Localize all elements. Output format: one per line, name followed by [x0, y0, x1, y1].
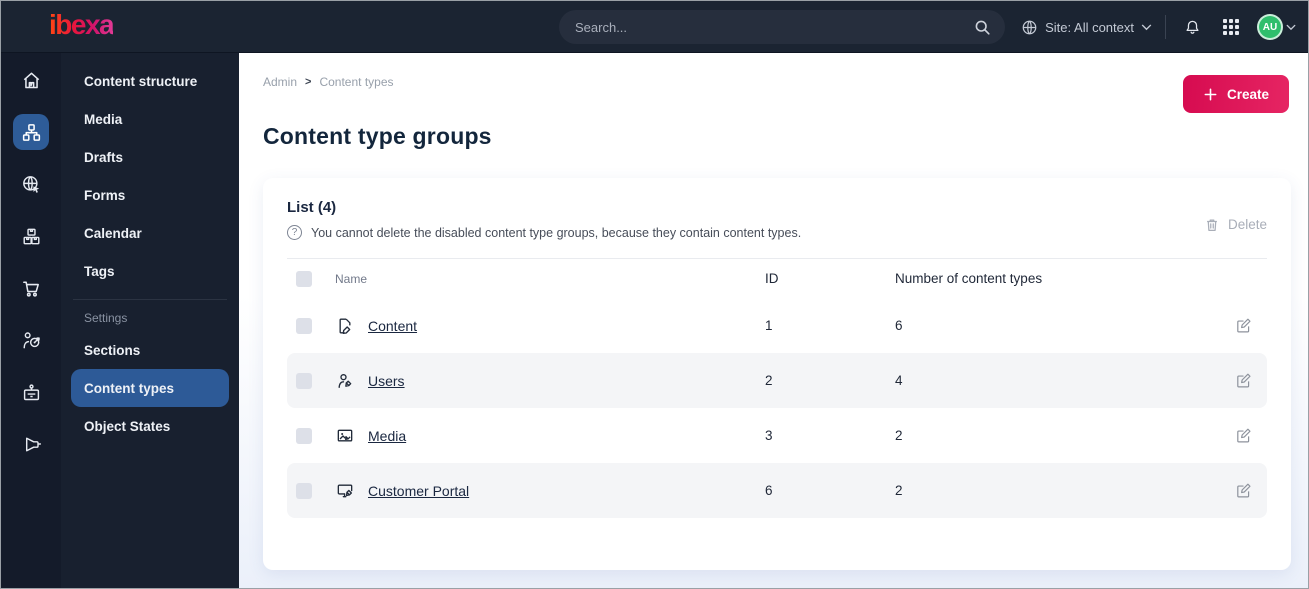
- table-row: Users 2 4: [287, 353, 1267, 408]
- sidebar-item-drafts[interactable]: Drafts: [84, 149, 124, 165]
- chevron-down-icon: [1141, 24, 1152, 31]
- sidebar-item-media[interactable]: Media: [84, 111, 123, 127]
- content-structure-icon[interactable]: [13, 114, 49, 150]
- marketing-icon[interactable]: [13, 426, 49, 462]
- home-icon[interactable]: [13, 62, 49, 98]
- user-menu[interactable]: AU: [1257, 14, 1296, 40]
- site-context-selector[interactable]: Site: All context: [1021, 19, 1152, 36]
- breadcrumb-content-types: Content types: [319, 75, 394, 89]
- search-input[interactable]: [575, 19, 974, 35]
- site-icon[interactable]: [13, 166, 49, 202]
- monitor-edit-icon: [337, 484, 353, 497]
- table-header: Name ID Number of content types: [287, 258, 1267, 298]
- app-grid-icon[interactable]: [1218, 14, 1244, 40]
- top-bar: ibexa Site: All context: [1, 1, 1308, 53]
- commerce-cart-icon[interactable]: [13, 270, 49, 306]
- trash-icon: [1207, 218, 1217, 231]
- help-text: You cannot delete the disabled content t…: [311, 225, 802, 240]
- column-id: ID: [765, 271, 779, 286]
- sidebar-item-sections[interactable]: Sections: [84, 342, 141, 358]
- select-all-checkbox[interactable]: [296, 270, 312, 287]
- row-checkbox[interactable]: [296, 372, 312, 389]
- user-edit-icon: [338, 373, 352, 388]
- image-edit-icon: [337, 429, 353, 442]
- group-link[interactable]: Media: [368, 427, 407, 444]
- table-row: Content 1 6: [287, 298, 1267, 353]
- breadcrumb-separator: >: [305, 76, 312, 88]
- group-link[interactable]: Users: [368, 372, 405, 389]
- sidebar-item-tags[interactable]: Tags: [84, 263, 115, 279]
- group-count: 6: [895, 318, 903, 333]
- plus-icon: [1204, 88, 1217, 100]
- table-row: Media 3 2: [287, 408, 1267, 463]
- sidebar-item-calendar[interactable]: Calendar: [84, 225, 142, 241]
- content-type-groups-table: Name ID Number of content types Content …: [287, 258, 1267, 518]
- group-count: 4: [895, 373, 903, 388]
- topbar-right-group: Site: All context AU: [1021, 1, 1296, 53]
- list-title: List (4): [287, 199, 337, 216]
- breadcrumb-admin[interactable]: Admin: [263, 75, 298, 89]
- file-edit-icon: [339, 318, 351, 334]
- create-button[interactable]: Create: [1182, 75, 1289, 113]
- products-icon[interactable]: [13, 218, 49, 254]
- column-count: Number of content types: [895, 271, 1043, 286]
- row-checkbox[interactable]: [296, 427, 312, 444]
- row-checkbox[interactable]: [296, 482, 312, 499]
- row-checkbox[interactable]: [296, 317, 312, 334]
- edit-icon: [1236, 428, 1251, 443]
- group-id: 2: [765, 373, 773, 388]
- edit-icon: [1236, 318, 1251, 333]
- list-card: List (4) ? You cannot delete the disable…: [263, 178, 1291, 570]
- sidebar-item-content-types[interactable]: Content types: [71, 369, 229, 407]
- sidebar-menu: Content structure Media Drafts Forms Cal…: [61, 53, 239, 588]
- table-row: Customer Portal 6 2: [287, 463, 1267, 518]
- ibexa-logo[interactable]: ibexa: [49, 10, 115, 43]
- edit-row-button[interactable]: [1219, 372, 1267, 389]
- main-content: Admin > Content types Create Content typ…: [239, 53, 1308, 588]
- notifications-bell-icon[interactable]: [1179, 14, 1205, 40]
- icon-rail: [1, 53, 61, 588]
- sidebar-item-content-structure[interactable]: Content structure: [84, 73, 198, 89]
- edit-row-button[interactable]: [1219, 317, 1267, 334]
- group-link[interactable]: Content: [368, 317, 418, 334]
- sidebar-section-label: Settings: [84, 311, 128, 325]
- column-name: Name: [335, 271, 368, 286]
- group-id: 1: [765, 318, 773, 333]
- chevron-down-icon: [1286, 24, 1296, 30]
- group-count: 2: [895, 483, 903, 498]
- sidebar-item-forms[interactable]: Forms: [84, 187, 126, 203]
- delete-button[interactable]: Delete: [1204, 209, 1267, 240]
- topbar-divider: [1165, 15, 1166, 39]
- group-link[interactable]: Customer Portal: [368, 482, 470, 499]
- sidebar-divider: [73, 299, 227, 300]
- edit-icon: [1236, 373, 1251, 388]
- sidebar-item-object-states[interactable]: Object States: [84, 418, 171, 434]
- admin-icon[interactable]: [13, 374, 49, 410]
- global-search[interactable]: [559, 10, 1005, 44]
- edit-row-button[interactable]: [1219, 482, 1267, 499]
- group-id: 6: [765, 483, 773, 498]
- edit-icon: [1236, 483, 1251, 498]
- group-count: 2: [895, 428, 903, 443]
- page-title: Content type groups: [263, 123, 492, 149]
- help-icon: ?: [287, 225, 302, 240]
- breadcrumb: Admin > Content types: [263, 75, 1291, 89]
- edit-row-button[interactable]: [1219, 427, 1267, 444]
- search-icon[interactable]: [974, 19, 991, 36]
- avatar[interactable]: AU: [1257, 14, 1283, 40]
- site-context-label: Site: All context: [1045, 19, 1134, 35]
- group-id: 3: [765, 428, 773, 443]
- personalization-icon[interactable]: [13, 322, 49, 358]
- globe-icon: [1021, 19, 1038, 36]
